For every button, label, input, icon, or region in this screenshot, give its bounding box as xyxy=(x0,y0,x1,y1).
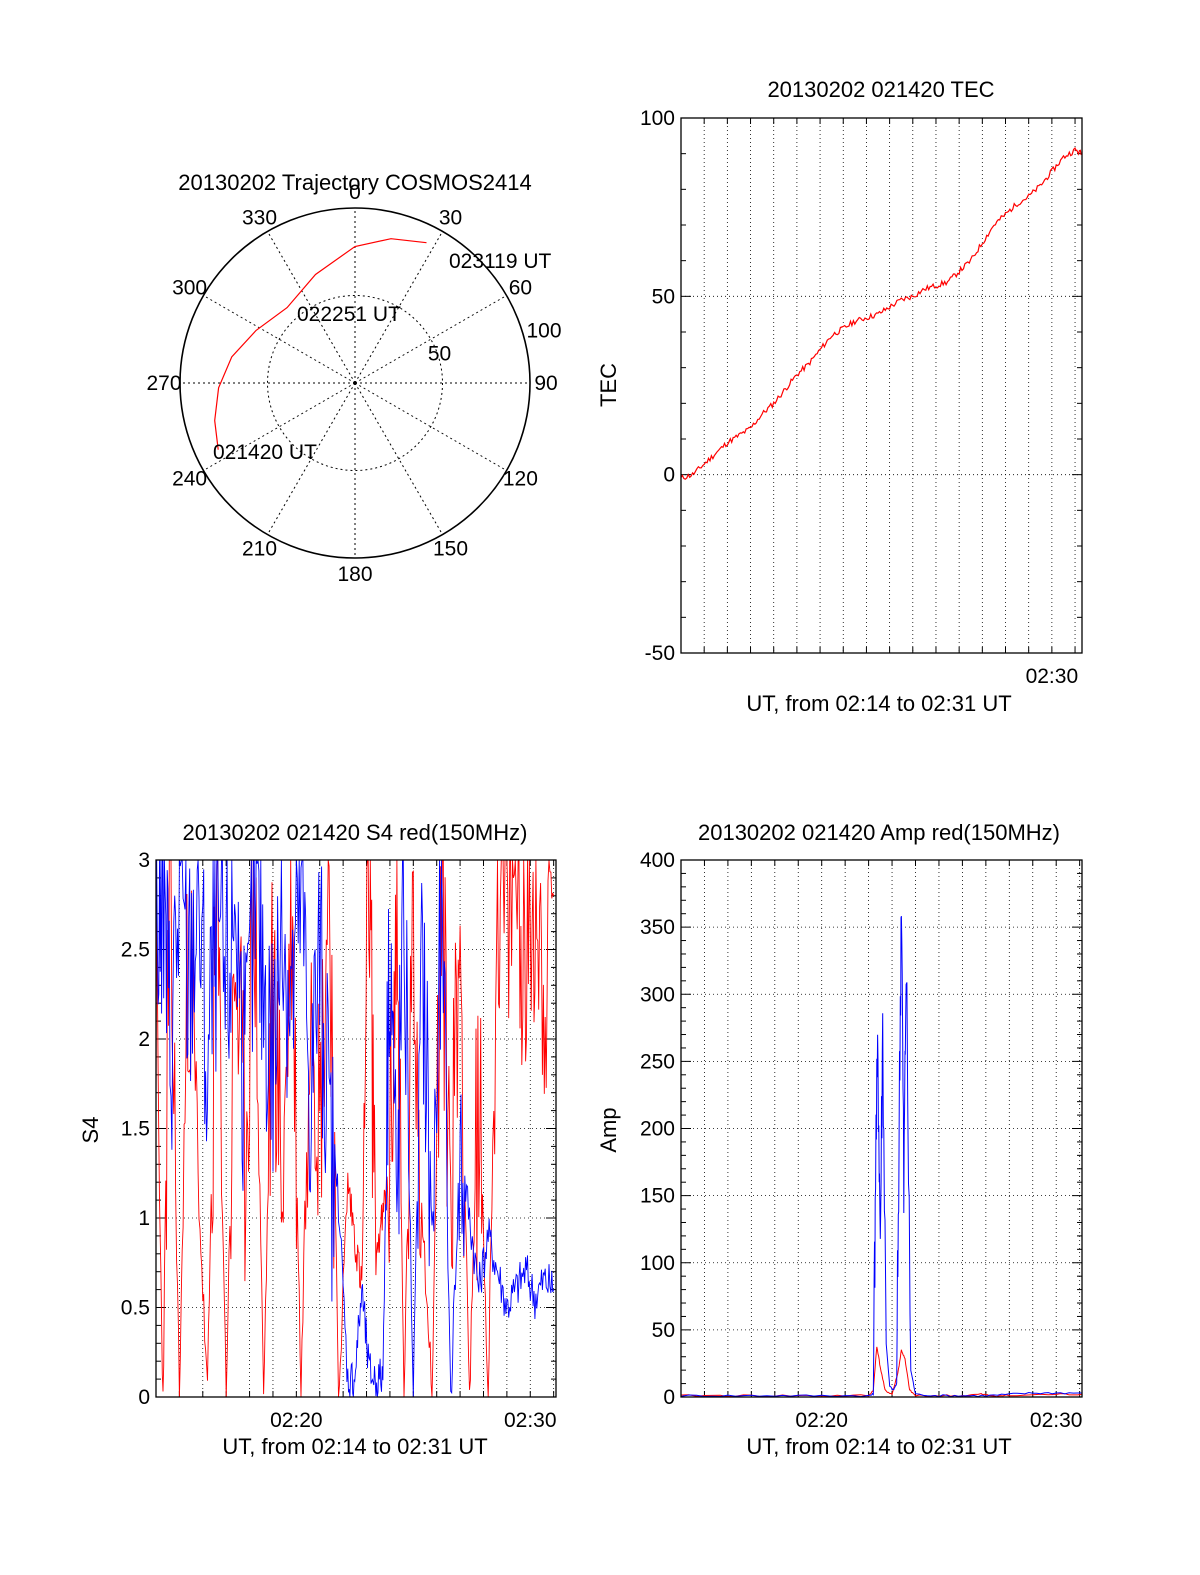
s4-ytick-label: 1 xyxy=(138,1207,150,1230)
tec-frame xyxy=(680,117,1083,654)
polar-spoke xyxy=(203,382,356,471)
trajectory-polar-chart: 20130202 Trajectory COSMOS2414 0 30 60 90 12… xyxy=(146,170,561,586)
polar-outer-circle xyxy=(179,207,531,559)
s4-xlabel: UT, from 02:14 to 02:31 UT xyxy=(222,1434,487,1459)
amp-frame xyxy=(680,859,1083,1398)
amp-xlabel: UT, from 02:14 to 02:31 UT xyxy=(746,1434,1011,1459)
polar-azimuth-label: 270 xyxy=(146,372,181,395)
tec-ytick-label: 100 xyxy=(640,107,675,130)
polar-spoke xyxy=(354,231,443,384)
s4-ytick-label: 2.5 xyxy=(121,939,150,962)
amp-ytick-label: 150 xyxy=(640,1185,675,1208)
s4-ytick-label: 1.5 xyxy=(121,1118,150,1141)
s4-title: 20130202 021420 S4 red(150MHz) xyxy=(183,820,528,845)
polar-azimuth-labels: 0 30 60 90 120 150 180 210 240 270 300 330 50 100 xyxy=(146,181,561,586)
amp-series-red xyxy=(681,1346,1082,1397)
amp-ytick-label: 400 xyxy=(640,849,675,872)
polar-radial-label: 50 xyxy=(428,342,451,365)
tec-ytick-label: 0 xyxy=(663,464,675,487)
amp-xtick-label: 02:20 xyxy=(795,1409,848,1432)
s4-ylabel: S4 xyxy=(78,1117,103,1144)
annotation-start-time: 021420 UT xyxy=(213,441,317,464)
tec-title: 20130202 021420 TEC xyxy=(767,77,994,102)
polar-trajectory-line xyxy=(214,238,427,450)
amp-ytick-label: 200 xyxy=(640,1118,675,1141)
polar-series xyxy=(214,238,427,450)
polar-radial-label: 100 xyxy=(527,320,562,343)
polar-azimuth-label: 90 xyxy=(534,372,557,395)
tec-xlabel: UT, from 02:14 to 02:31 UT xyxy=(746,691,1011,716)
annotation-mid-time: 022251 UT xyxy=(297,303,401,326)
polar-spoke xyxy=(267,382,356,535)
amp-title: 20130202 021420 Amp red(150MHz) xyxy=(698,820,1060,845)
polar-title: 20130202 Trajectory COSMOS2414 xyxy=(178,170,531,195)
tec-xtick-label: 02:30 xyxy=(1026,665,1079,688)
s4-series-red xyxy=(156,860,555,1397)
amp-ytick-label: 50 xyxy=(652,1319,675,1342)
polar-azimuth-label: 330 xyxy=(242,207,277,230)
s4-xtick-label: 02:30 xyxy=(504,1409,557,1432)
tec-series-red xyxy=(681,147,1082,480)
polar-azimuth-label: 120 xyxy=(503,468,538,491)
polar-spoke xyxy=(354,295,507,384)
amp-ytick-label: 350 xyxy=(640,916,675,939)
polar-spoke xyxy=(354,382,443,535)
polar-azimuth-label: 210 xyxy=(242,537,277,560)
polar-azimuth-label: 180 xyxy=(337,563,372,586)
s4-ytick-label: 3 xyxy=(138,849,150,872)
amp-ytick-label: 250 xyxy=(640,1050,675,1073)
amp-xtick-label: 02:30 xyxy=(1030,1409,1083,1432)
amp-plot-area: 0 50 100 150 200 250 300 350 400 02:20 02:30 xyxy=(640,849,1083,1432)
tec-ylabel: TEC xyxy=(596,363,621,407)
amp-ytick-label: 0 xyxy=(663,1386,675,1409)
polar-ring-50 xyxy=(267,295,443,471)
tec-chart: 20130202 021420 TEC -50 0 50 100 02:30 UT, f… xyxy=(596,77,1083,716)
amp-ylabel: Amp xyxy=(596,1107,621,1152)
s4-ytick-label: 0.5 xyxy=(121,1297,150,1320)
s4-ytick-label: 2 xyxy=(138,1028,150,1051)
polar-azimuth-label: 240 xyxy=(172,468,207,491)
s4-xtick-label: 02:20 xyxy=(270,1409,323,1432)
polar-grid xyxy=(179,207,531,559)
polar-azimuth-label: 30 xyxy=(439,207,462,230)
tec-plot-area: -50 0 50 100 02:30 xyxy=(640,107,1083,688)
s4-ytick-label: 0 xyxy=(138,1386,150,1409)
amp-chart: 20130202 021420 Amp red(150MHz) 0 50 100 15… xyxy=(596,820,1083,1459)
polar-azimuth-label: 0 xyxy=(349,181,361,204)
amp-series-blue xyxy=(681,915,1082,1397)
s4-series-blue xyxy=(156,860,555,1397)
polar-azimuth-label: 60 xyxy=(509,277,532,300)
annotation-end-time: 023119 UT xyxy=(449,250,552,273)
tec-ytick-label: 50 xyxy=(652,285,675,308)
s4-chart: 20130202 021420 S4 red(150MHz) 0 0.5 1 1.5 2… xyxy=(78,820,557,1459)
s4-plot-area: 0 0.5 1 1.5 2 2.5 3 02:20 02:30 xyxy=(121,849,557,1432)
amp-ytick-label: 100 xyxy=(640,1252,675,1275)
polar-azimuth-label: 300 xyxy=(172,277,207,300)
polar-spoke xyxy=(267,231,356,384)
polar-azimuth-label: 150 xyxy=(433,537,468,560)
polar-spoke xyxy=(354,382,507,471)
tec-ytick-label: -50 xyxy=(645,642,675,665)
s4-frame xyxy=(155,859,557,1398)
polar-spoke xyxy=(203,295,356,384)
amp-ytick-label: 300 xyxy=(640,983,675,1006)
